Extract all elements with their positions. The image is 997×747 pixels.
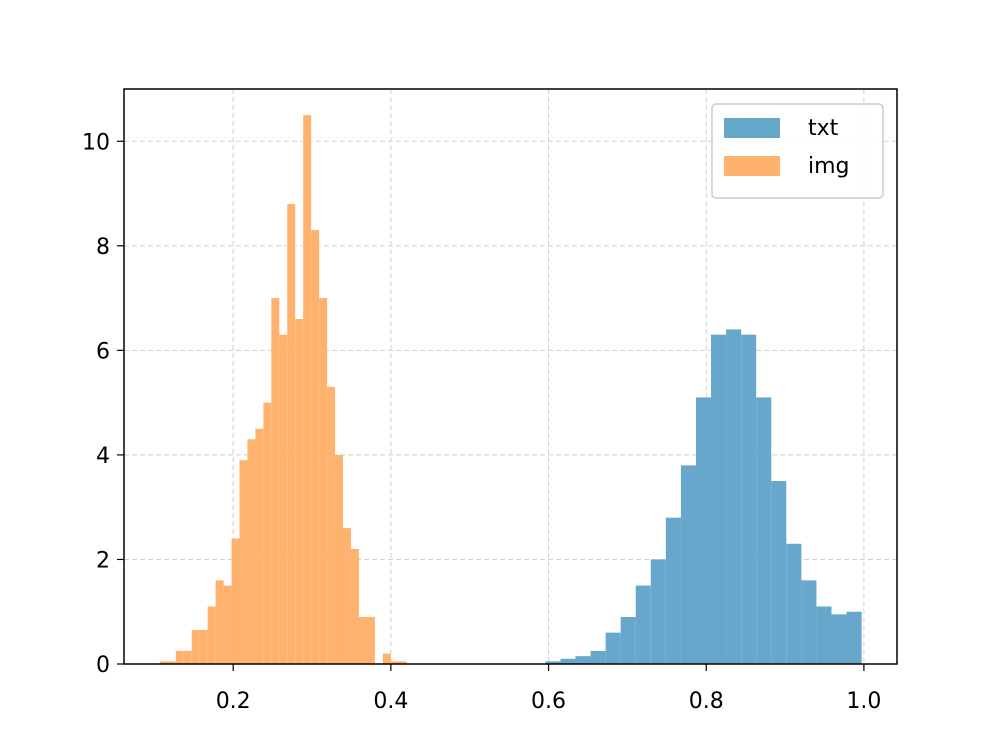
- bar: [366, 616, 375, 664]
- bar: [175, 650, 184, 664]
- bar: [711, 334, 727, 664]
- bar: [271, 298, 280, 664]
- bar: [343, 528, 351, 664]
- bar: [575, 656, 591, 664]
- plot-frame: [123, 88, 898, 665]
- bar: [771, 481, 787, 664]
- legend-swatch: [724, 118, 780, 138]
- bar: [247, 439, 256, 664]
- bar: [263, 402, 272, 664]
- bar: [726, 329, 742, 664]
- bar: [635, 585, 651, 664]
- legend-label: img: [808, 154, 850, 179]
- bar: [167, 661, 176, 664]
- bar: [223, 585, 232, 664]
- x-tick-label: 0.6: [531, 689, 566, 714]
- bar: [350, 549, 359, 664]
- bar: [358, 616, 367, 664]
- bar: [756, 397, 772, 664]
- legend-label: txt: [808, 116, 839, 141]
- x-tick-label: 0.2: [216, 689, 251, 714]
- bar: [287, 204, 296, 664]
- bar: [786, 543, 802, 664]
- bar: [390, 661, 399, 664]
- bar: [303, 115, 312, 665]
- bar: [398, 661, 407, 664]
- bar: [215, 580, 224, 664]
- y-tick-label: 4: [96, 444, 110, 469]
- bar: [560, 658, 576, 664]
- bar: [382, 653, 391, 664]
- bar: [207, 606, 216, 664]
- bar: [846, 611, 862, 664]
- bar: [239, 460, 248, 664]
- bar: [255, 428, 264, 664]
- bar: [319, 298, 328, 664]
- bar: [191, 630, 200, 664]
- bar: [650, 559, 666, 664]
- legend-swatch: [724, 156, 780, 176]
- bar: [231, 538, 240, 664]
- y-tick-label: 0: [96, 653, 110, 678]
- y-tick-label: 10: [82, 130, 110, 155]
- bar: [335, 454, 344, 664]
- bar: [831, 614, 847, 664]
- x-tick-label: 0.8: [689, 689, 724, 714]
- bar: [816, 606, 832, 664]
- bar: [620, 616, 636, 664]
- bar: [279, 334, 288, 664]
- bar: [183, 650, 192, 664]
- bar: [199, 630, 208, 664]
- bar: [605, 632, 621, 664]
- bar: [295, 319, 304, 664]
- x-tick-label: 1.0: [846, 689, 881, 714]
- bar: [159, 661, 168, 664]
- y-tick-label: 8: [96, 235, 110, 260]
- x-tick-label: 0.4: [373, 689, 408, 714]
- bar: [695, 397, 712, 664]
- y-tick-label: 2: [96, 548, 110, 573]
- y-tick-label: 6: [96, 339, 110, 364]
- bar: [741, 334, 757, 664]
- bar: [311, 230, 320, 665]
- bar: [590, 650, 606, 664]
- bar: [801, 580, 817, 664]
- bar: [545, 661, 561, 664]
- bar: [665, 517, 681, 664]
- bar: [680, 465, 696, 664]
- bar: [327, 386, 336, 664]
